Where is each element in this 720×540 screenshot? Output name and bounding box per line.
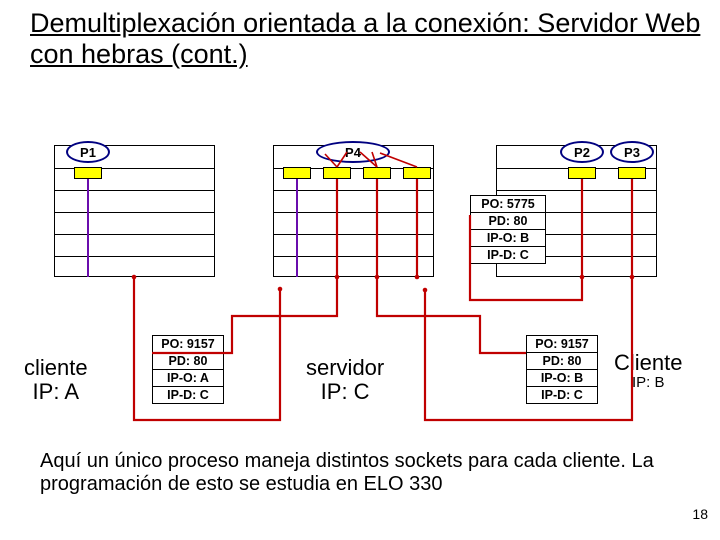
footnote-text: Aquí un único proceso maneja distintos s… (40, 450, 660, 496)
info-row: PO: 9157 (527, 336, 597, 353)
process-label: P4 (345, 145, 361, 160)
info-row: IP-O: B (527, 370, 597, 387)
info-row: PO: 9157 (153, 336, 223, 353)
socket (363, 167, 391, 179)
process-label: P2 (574, 145, 590, 160)
info-row: PD: 80 (527, 353, 597, 370)
info-row: IP-D: C (471, 247, 545, 263)
segment-info-left: PO: 9157PD: 80IP-O: AIP-D: C (152, 335, 224, 404)
host-label-right: ClienteIP: B (614, 351, 682, 392)
segment-info-upper-right: PO: 5775PD: 80IP-O: BIP-D: C (470, 195, 546, 264)
process-label: P3 (624, 145, 640, 160)
info-row: PD: 80 (471, 213, 545, 230)
host-label-center: servidorIP: C (306, 356, 384, 404)
host-server-c (273, 145, 434, 277)
page-number: 18 (692, 506, 708, 522)
process-p2: P2 (560, 141, 604, 163)
segment-info-lower-right: PO: 9157PD: 80IP-O: BIP-D: C (526, 335, 598, 404)
info-row: PO: 5775 (471, 196, 545, 213)
slide-title: Demultiplexación orientada a la conexión… (30, 8, 720, 70)
socket (283, 167, 311, 179)
host-label-left: clienteIP: A (24, 356, 88, 404)
host-client-a (54, 145, 215, 277)
info-row: PD: 80 (153, 353, 223, 370)
info-row: IP-D: C (527, 387, 597, 403)
socket (403, 167, 431, 179)
process-p3: P3 (610, 141, 654, 163)
process-p1: P1 (66, 141, 110, 163)
socket (74, 167, 102, 179)
process-label: P1 (80, 145, 96, 160)
socket (323, 167, 351, 179)
info-row: IP-D: C (153, 387, 223, 403)
process-p4: P4 (316, 141, 390, 163)
socket (568, 167, 596, 179)
socket (618, 167, 646, 179)
info-row: IP-O: A (153, 370, 223, 387)
info-row: IP-O: B (471, 230, 545, 247)
